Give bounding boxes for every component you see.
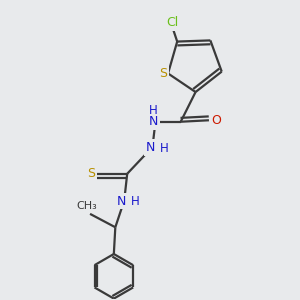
- Text: N: N: [146, 141, 155, 154]
- Text: H: H: [159, 142, 168, 155]
- Text: Cl: Cl: [167, 16, 179, 29]
- Text: S: S: [87, 167, 95, 180]
- Text: H: H: [149, 104, 158, 117]
- Text: S: S: [160, 67, 168, 80]
- Text: N: N: [117, 195, 127, 208]
- Text: CH₃: CH₃: [77, 201, 98, 211]
- Text: O: O: [212, 114, 221, 127]
- Text: N: N: [148, 115, 158, 128]
- Text: H: H: [131, 196, 140, 208]
